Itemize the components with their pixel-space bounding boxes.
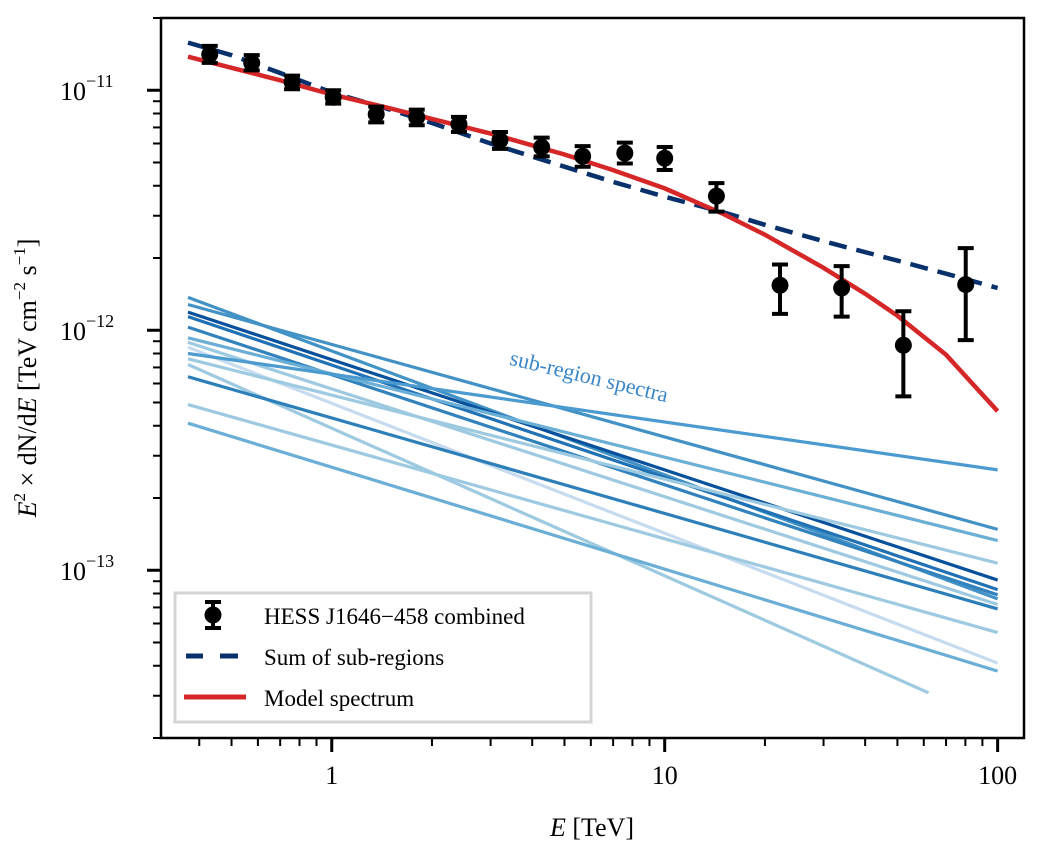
data-marker — [201, 45, 219, 63]
data-points — [201, 43, 975, 399]
x-tick-label: 100 — [978, 761, 1017, 790]
data-point-4 — [324, 88, 342, 106]
legend-marker-errorbar — [204, 600, 222, 630]
legend: HESS J1646−458 combined Sum of sub-regio… — [173, 591, 593, 724]
subregion-annotation: sub-region spectra — [508, 345, 671, 407]
model-spectrum-line — [187, 54, 1000, 413]
data-marker — [491, 131, 509, 149]
x-axis-label: E [TeV] — [549, 813, 634, 842]
subregion-lines — [187, 295, 999, 695]
y-axis-label: E2 × dN/dE [TeV cm−2 s−1] — [10, 239, 42, 519]
data-point-7 — [450, 114, 468, 134]
data-point-5 — [367, 104, 385, 125]
data-point-12 — [656, 145, 674, 173]
x-axis-ticks: 1 10 100 — [198, 738, 1017, 790]
x-tick-label: 10 — [652, 761, 678, 790]
data-point-10 — [574, 144, 592, 169]
y-tick-label: 10−12 — [60, 311, 114, 346]
y-axis-ticks: 10−11 10−12 10−13 — [60, 17, 161, 739]
sum-of-subregions-line — [187, 40, 999, 291]
subregion-line-8 — [187, 345, 999, 665]
data-point-11 — [616, 140, 634, 166]
data-marker — [707, 187, 725, 205]
data-marker — [656, 149, 674, 167]
data-marker — [367, 105, 385, 123]
data-marker — [533, 138, 551, 156]
data-marker — [771, 276, 789, 294]
data-point-17 — [957, 246, 975, 343]
y-tick-label: 10−11 — [60, 71, 113, 106]
data-point-9 — [533, 135, 551, 159]
data-marker — [574, 147, 592, 165]
data-marker — [957, 276, 975, 294]
legend-label-data: HESS J1646−458 combined — [264, 604, 525, 629]
subregion-line-4 — [187, 315, 999, 592]
subregion-line-14 — [187, 421, 999, 673]
plot-frame — [159, 16, 1026, 740]
svg-text:E2 × dN/dE [TeV cm−2 s−1]: E2 × dN/dE [TeV cm−2 s−1] — [10, 239, 42, 519]
subregion-line-2 — [187, 302, 999, 531]
legend-label-model: Model spectrum — [264, 686, 414, 711]
data-marker — [833, 279, 851, 297]
subregion-line-9 — [187, 351, 998, 472]
x-tick-label: 1 — [325, 761, 338, 790]
subregion-line-3 — [187, 310, 999, 582]
data-point-8 — [491, 129, 509, 151]
data-marker — [450, 115, 468, 133]
y-tick-label: 10−13 — [60, 551, 114, 586]
data-point-15 — [833, 264, 851, 319]
data-marker — [894, 336, 912, 354]
data-point-3 — [283, 73, 301, 92]
data-point-2 — [243, 53, 261, 73]
subregion-line-11 — [187, 363, 930, 695]
legend-label-sum: Sum of sub-regions — [264, 645, 444, 670]
data-marker — [283, 73, 301, 91]
subregion-line-7 — [187, 340, 999, 607]
subregion-line-12 — [187, 375, 999, 611]
legend-frame — [173, 591, 593, 724]
data-point-6 — [408, 107, 426, 128]
data-point-14 — [771, 262, 789, 316]
data-marker — [616, 144, 634, 162]
data-marker — [408, 108, 426, 126]
data-marker — [324, 88, 342, 106]
subregion-line-13 — [187, 403, 999, 635]
data-point-1 — [201, 43, 219, 65]
data-point-13 — [707, 181, 725, 214]
data-point-16 — [894, 309, 912, 399]
data-marker — [243, 54, 261, 72]
model-curves — [187, 40, 1000, 413]
subregion-line-10 — [187, 357, 999, 565]
